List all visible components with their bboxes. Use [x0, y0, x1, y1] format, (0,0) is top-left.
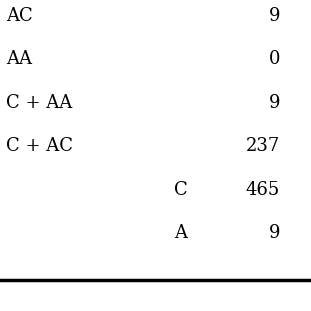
- Text: 237: 237: [246, 137, 280, 155]
- Text: AA: AA: [6, 50, 32, 68]
- Text: C + AC: C + AC: [6, 137, 73, 155]
- Text: 9: 9: [268, 224, 280, 242]
- Text: 465: 465: [246, 181, 280, 199]
- Text: AC: AC: [6, 7, 33, 25]
- Text: 0: 0: [268, 50, 280, 68]
- Text: C + AA: C + AA: [6, 94, 72, 112]
- Text: C: C: [174, 181, 187, 199]
- Text: 9: 9: [268, 7, 280, 25]
- Text: 9: 9: [268, 94, 280, 112]
- Text: A: A: [174, 224, 187, 242]
